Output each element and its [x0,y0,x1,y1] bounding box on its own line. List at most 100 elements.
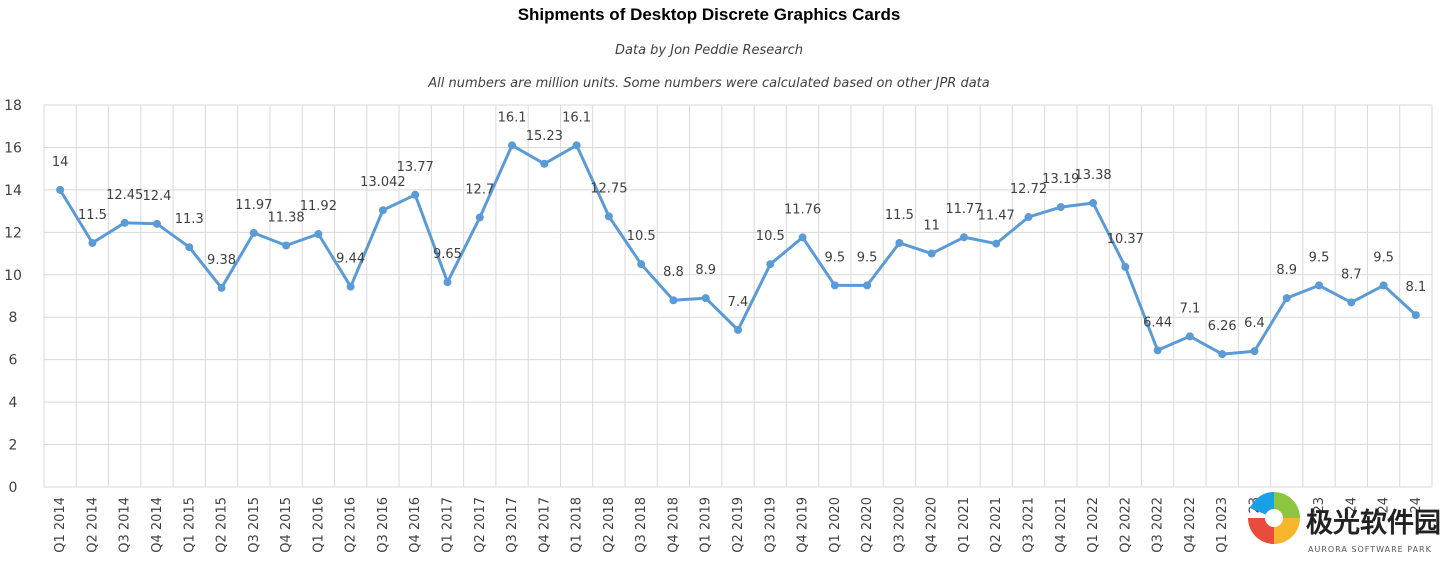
data-label: 13.042 [360,175,406,190]
data-label: 11.5 [885,208,914,223]
data-point [378,206,387,215]
x-tick-label: 24 [1377,497,1392,514]
x-tick-label: Q3 2019 [763,497,778,553]
data-point [1218,350,1227,359]
aurora-logo-icon [1248,492,1300,550]
y-tick-label: 8 [9,310,18,326]
data-point [1315,281,1324,290]
data-label: 8.9 [695,263,716,278]
watermark: 极光软件园 AURORA SOFTWARE PARK [1248,492,1440,554]
data-label: 11.5 [78,208,107,223]
data-point [1153,346,1162,355]
data-label: 9.65 [433,247,462,262]
x-tick-label: Q1 2014 [53,497,68,553]
y-tick-label: 16 [4,140,22,156]
x-axis-ticks: Q1 2014 Q2 2014 Q3 2014 Q4 2014 Q1 2015 Q2 20… [53,497,1424,553]
data-point [1185,332,1194,341]
data-point [604,212,613,221]
x-tick-label: Q4 2019 [796,497,811,553]
x-tick-label: Q3 2016 [376,497,391,553]
x-tick-label: Q4 2021 [1054,497,1069,553]
data-point [1121,262,1130,271]
chart-subtitle: Data by Jon Peddie Research [615,43,803,58]
data-point [637,260,646,269]
x-tick-label: Q1 2023 [1215,497,1230,553]
x-tick-label: Q3 2014 [118,497,133,553]
watermark-name: 极光软件园 [1306,508,1440,539]
data-point [1379,281,1388,290]
data-point [798,233,807,242]
data-label: 15.23 [526,129,563,144]
data-point [1347,298,1356,307]
x-tick-label: Q1 2017 [440,497,455,553]
x-tick-label: Q2 2020 [860,497,875,553]
data-point [56,185,65,194]
data-label: 6.26 [1208,319,1237,334]
data-point [346,282,355,291]
data-label: 8.9 [1276,263,1297,278]
y-tick-label: 12 [4,225,22,241]
x-tick-label: Q2 2015 [215,497,230,553]
data-point [217,283,226,292]
data-label: 9.44 [336,252,365,267]
data-label: 16.1 [498,110,527,125]
x-tick-label: Q3 2018 [634,497,649,553]
x-tick-label: Q1 2018 [570,497,585,553]
watermark-subtitle: AURORA SOFTWARE PARK [1308,545,1432,554]
data-point [669,296,678,305]
data-label: 9.38 [207,253,236,268]
data-point [766,260,775,269]
data-point [863,281,872,290]
data-label: 11 [923,219,940,234]
x-tick-label: Q2 2017 [473,497,488,553]
x-tick-label: Q3 2020 [892,497,907,553]
data-label: 11.38 [267,210,304,225]
data-point [508,141,517,150]
data-label: 12.72 [1010,182,1047,197]
x-tick-label: Q1 2015 [182,497,197,553]
x-tick-label: 24 [1344,497,1359,514]
x-tick-label: Q2 2016 [344,497,359,553]
y-tick-label: 6 [9,353,18,369]
chart-title: Shipments of Desktop Discrete Graphics C… [518,5,901,24]
data-label: 12.45 [106,188,143,203]
y-tick-label: 10 [4,268,22,284]
data-label: 8.1 [1406,280,1427,295]
data-label: 11.97 [235,198,272,213]
data-label: 7.1 [1180,301,1201,316]
data-label: 10.5 [756,229,785,244]
data-label: 16.1 [562,110,591,125]
data-label: 12.7 [465,182,494,197]
data-label: 14 [52,155,69,170]
y-tick-label: 4 [9,395,18,411]
data-point [1024,213,1033,222]
data-point [152,219,161,228]
y-tick-label: 0 [9,480,18,496]
x-tick-label: Q2 2018 [602,497,617,553]
data-label: 11.92 [300,199,337,214]
data-label: 13.38 [1074,168,1111,183]
x-tick-label: Q4 2020 [925,497,940,553]
data-label: 10.5 [627,229,656,244]
x-tick-label: Q3 2015 [247,497,262,553]
data-point [1250,347,1259,356]
data-label: 9.5 [824,250,845,265]
x-tick-label: 24 [1409,497,1424,514]
x-tick-label: Q4 2015 [279,497,294,553]
data-label: 6.44 [1143,315,1172,330]
data-label: 11.77 [945,202,982,217]
data-point [830,281,839,290]
data-label: 6.4 [1244,316,1265,331]
x-tick-label: Q4 2014 [150,497,165,553]
data-point [734,325,742,334]
data-point [282,241,291,250]
data-point [1089,199,1098,208]
data-label: 10.37 [1107,232,1144,247]
chart-note: All numbers are million units. Some numb… [427,76,990,91]
x-tick-label: Q4 2018 [666,497,681,553]
data-label: 8.7 [1341,267,1362,282]
data-label: 11.3 [175,212,204,227]
data-point [1056,203,1065,212]
